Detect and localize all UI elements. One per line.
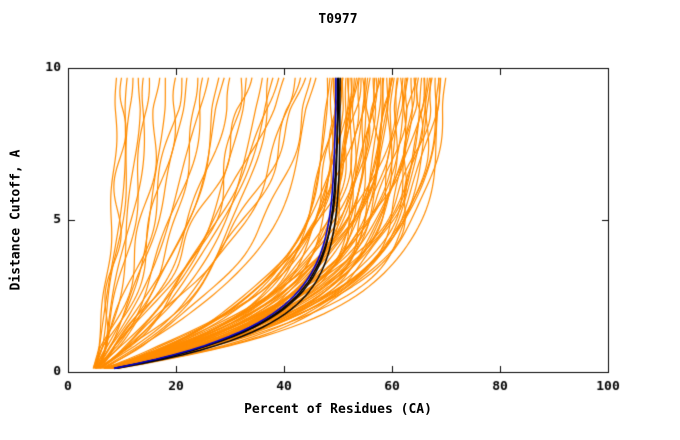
- y-axis-label: Distance Cutoff, A: [8, 149, 24, 291]
- x-axis-label: Percent of Residues (CA): [244, 402, 432, 417]
- chart-title: T0977: [318, 12, 358, 27]
